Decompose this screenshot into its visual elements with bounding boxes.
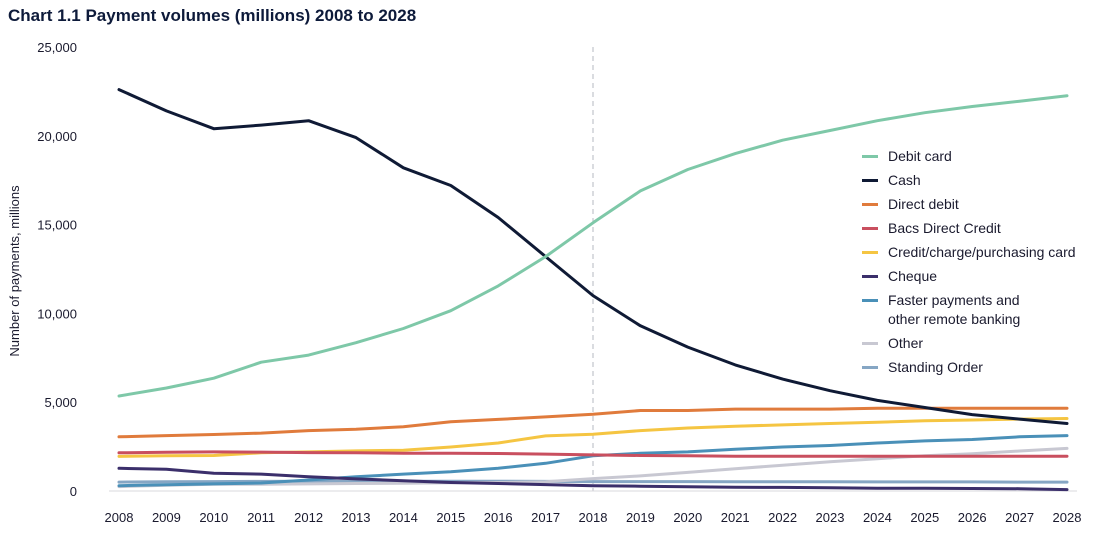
legend-swatch bbox=[862, 251, 878, 254]
legend-item-standing-order: Standing Order bbox=[862, 358, 1094, 377]
series-line-cash bbox=[117, 88, 1069, 425]
legend-label: Cheque bbox=[888, 268, 938, 284]
y-axis-label-group: Number of payments, millions bbox=[7, 185, 22, 357]
series-line-direct-debit bbox=[117, 406, 1069, 439]
series-line-cheque bbox=[117, 466, 1069, 492]
legend: Debit card Cash Direct debit Bacs Direct Cr… bbox=[862, 147, 1094, 382]
legend-swatch bbox=[862, 155, 878, 158]
legend-label: Standing Order bbox=[888, 359, 983, 375]
legend-swatch bbox=[862, 227, 878, 230]
x-tick-label: 2020 bbox=[673, 510, 702, 525]
legend-label: Debit card bbox=[888, 148, 952, 164]
x-tick-label: 2009 bbox=[152, 510, 181, 525]
x-tick-label: 2028 bbox=[1053, 510, 1082, 525]
x-tick-label: 2010 bbox=[199, 510, 228, 525]
x-tick-label: 2016 bbox=[484, 510, 513, 525]
x-axis-ticks: 2008 2009 2010 2011 2012 2013 2014 2015 2016 2017… bbox=[105, 510, 1082, 525]
legend-label: Other bbox=[888, 335, 924, 351]
x-tick-label: 2023 bbox=[816, 510, 845, 525]
y-tick-label: 25,000 bbox=[37, 40, 77, 55]
legend-swatch bbox=[862, 342, 878, 345]
legend-swatch bbox=[862, 366, 878, 369]
y-tick-label: 5,000 bbox=[44, 395, 77, 410]
y-tick-label: 10,000 bbox=[37, 306, 77, 321]
x-tick-label: 2025 bbox=[910, 510, 939, 525]
y-tick-label: 15,000 bbox=[37, 218, 77, 233]
legend-item-bacs-direct-credit: Bacs Direct Credit bbox=[862, 219, 1094, 238]
legend-item-direct-debit: Direct debit bbox=[862, 195, 1094, 214]
legend-swatch bbox=[862, 203, 878, 206]
legend-item-cash: Cash bbox=[862, 171, 1094, 190]
legend-item-cheque: Cheque bbox=[862, 267, 1094, 286]
x-tick-label: 2027 bbox=[1005, 510, 1034, 525]
x-tick-label: 2015 bbox=[436, 510, 465, 525]
x-tick-label: 2014 bbox=[389, 510, 418, 525]
legend-item-debit-card: Debit card bbox=[862, 147, 1094, 166]
legend-swatch bbox=[862, 275, 878, 278]
y-axis-label: Number of payments, millions bbox=[7, 185, 22, 357]
x-tick-label: 2021 bbox=[721, 510, 750, 525]
legend-label: Faster payments and other remote banking bbox=[888, 292, 1021, 327]
x-tick-label: 2022 bbox=[768, 510, 797, 525]
x-tick-label: 2018 bbox=[579, 510, 608, 525]
y-tick-label: 20,000 bbox=[37, 129, 77, 144]
legend-item-credit-charge-purchasing-card: Credit/charge/purchasing card bbox=[862, 243, 1094, 262]
x-tick-label: 2026 bbox=[958, 510, 987, 525]
legend-label: Direct debit bbox=[888, 196, 959, 212]
legend-item-other: Other bbox=[862, 334, 1094, 353]
legend-label: Cash bbox=[888, 172, 921, 188]
x-tick-label: 2019 bbox=[626, 510, 655, 525]
series-line-bacs-direct-credit bbox=[117, 450, 1069, 458]
legend-swatch bbox=[862, 179, 878, 182]
x-tick-label: 2024 bbox=[863, 510, 892, 525]
series-lines bbox=[117, 88, 1069, 492]
legend-item-faster-payments-and-other-remote-banking: Faster payments and other remote banking bbox=[862, 291, 1094, 329]
legend-label: Credit/charge/purchasing card bbox=[888, 244, 1076, 260]
x-tick-label: 2013 bbox=[342, 510, 371, 525]
chart-title: Chart 1.1 Payment volumes (millions) 200… bbox=[8, 6, 417, 25]
legend-swatch bbox=[862, 299, 878, 302]
y-axis-ticks: 0 5,000 10,000 15,000 20,000 25,000 bbox=[37, 40, 77, 499]
x-tick-label: 2008 bbox=[105, 510, 134, 525]
x-tick-label: 2017 bbox=[531, 510, 560, 525]
y-tick-label: 0 bbox=[70, 484, 77, 499]
series-line-debit-card bbox=[117, 94, 1069, 398]
x-tick-label: 2011 bbox=[247, 510, 275, 525]
legend-label: Bacs Direct Credit bbox=[888, 220, 1001, 236]
x-tick-label: 2012 bbox=[294, 510, 323, 525]
